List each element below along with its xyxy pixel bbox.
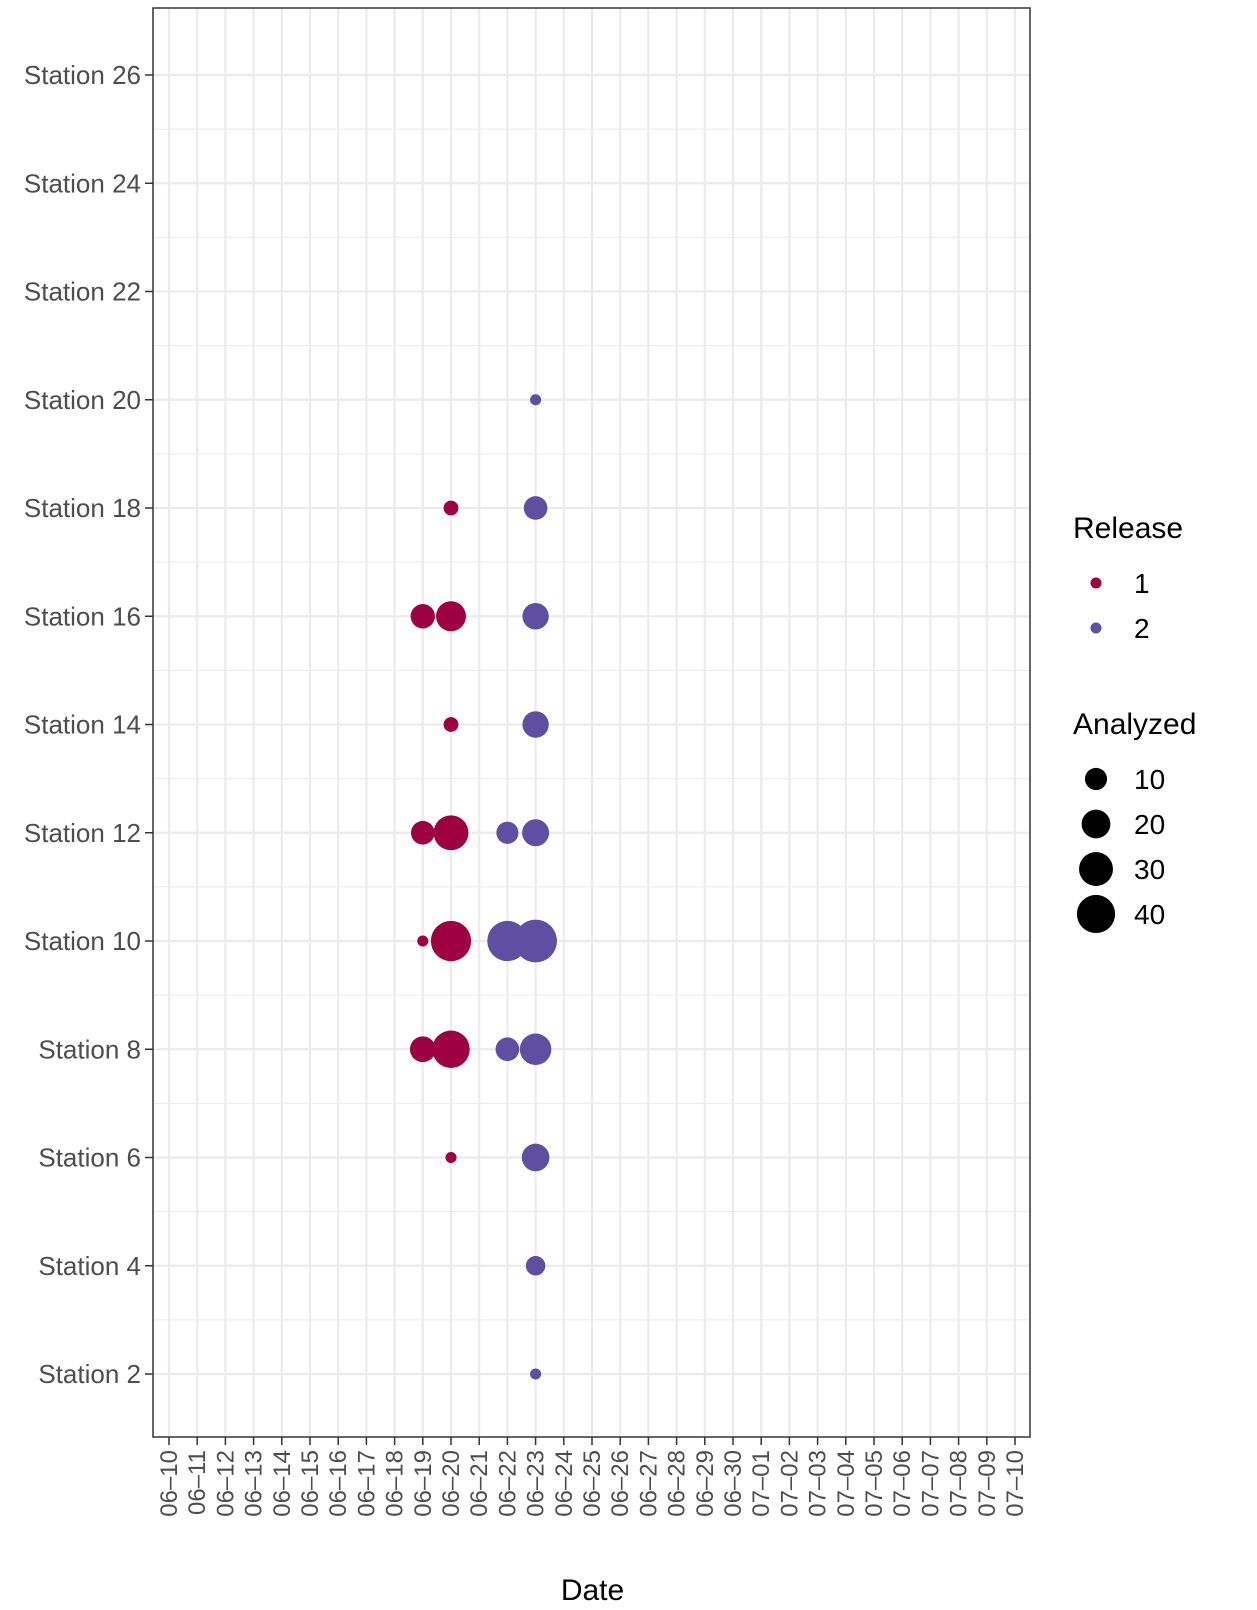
x-tick-label: 06–19 xyxy=(410,1450,437,1517)
data-point xyxy=(522,603,549,630)
x-tick-label: 06–17 xyxy=(353,1450,380,1517)
legend-title: Analyzed xyxy=(1073,708,1196,741)
x-tick-label: 06–14 xyxy=(269,1450,296,1517)
x-tick-label: 06–24 xyxy=(551,1450,578,1517)
y-tick-label: Station 2 xyxy=(38,1359,141,1389)
x-tick-label: 06–27 xyxy=(635,1450,662,1517)
x-tick-label: 06–11 xyxy=(184,1450,211,1515)
x-tick-label: 07–08 xyxy=(946,1450,973,1517)
data-point xyxy=(410,604,435,629)
data-point xyxy=(523,496,548,520)
data-point xyxy=(521,1143,550,1172)
data-point xyxy=(525,1256,546,1276)
data-point xyxy=(417,935,429,947)
y-tick-label: Station 14 xyxy=(24,710,141,740)
x-tick-label: 07–02 xyxy=(776,1450,803,1517)
x-tick-label: 06–23 xyxy=(523,1450,550,1517)
data-point xyxy=(436,601,466,632)
x-tick-label: 06–21 xyxy=(466,1450,493,1517)
x-tick-label: 06–26 xyxy=(607,1450,634,1517)
x-tick-label: 07–09 xyxy=(974,1450,1001,1517)
x-tick-label: 07–03 xyxy=(805,1450,832,1517)
data-point xyxy=(433,815,469,851)
y-axis: Station 2 Station 4 Station 6 Station 8 Stat… xyxy=(24,60,153,1389)
x-tick-label: 07–01 xyxy=(748,1450,775,1517)
x-tick-label: 07–05 xyxy=(861,1450,888,1517)
x-tick-label: 06–10 xyxy=(156,1450,183,1517)
x-tick-label: 07–04 xyxy=(833,1450,860,1517)
data-point xyxy=(530,1368,542,1380)
legend-key xyxy=(1090,577,1102,589)
data-point xyxy=(432,1030,470,1068)
x-tick-label: 06–30 xyxy=(720,1450,747,1517)
data-point xyxy=(522,711,549,738)
data-point xyxy=(522,819,550,847)
x-tick-label: 06–16 xyxy=(325,1450,352,1517)
x-tick-label: 06–15 xyxy=(297,1450,324,1517)
y-tick-label: Station 26 xyxy=(24,60,141,90)
legend-title: Release xyxy=(1073,512,1183,545)
x-tick-label: 06–25 xyxy=(579,1450,606,1517)
data-point xyxy=(409,1036,436,1063)
x-tick-label: 06–13 xyxy=(241,1450,268,1517)
x-tick-label: 07–06 xyxy=(889,1450,916,1517)
legend-label: 40 xyxy=(1134,899,1165,930)
data-point xyxy=(495,1037,520,1062)
data-point xyxy=(410,820,435,845)
data-point xyxy=(430,920,472,962)
legend-key xyxy=(1079,852,1113,886)
y-tick-label: Station 18 xyxy=(24,493,141,523)
legend-key xyxy=(1090,622,1102,634)
x-axis: 06–10 06–11 06–12 06–13 06–14 06–15 06–16 06–17… xyxy=(156,1437,1029,1517)
legend-analyzed: Analyzed 10 20 30 40 xyxy=(1073,708,1196,934)
x-tick-label: 06–29 xyxy=(692,1450,719,1517)
legend-label: 2 xyxy=(1134,613,1150,644)
data-point xyxy=(530,394,542,406)
y-tick-label: Station 16 xyxy=(24,601,141,631)
legend-label: 20 xyxy=(1134,809,1165,840)
x-tick-label: 06–20 xyxy=(438,1450,465,1517)
legend-key xyxy=(1076,894,1116,934)
y-tick-label: Station 20 xyxy=(24,385,141,415)
y-tick-label: Station 4 xyxy=(38,1251,141,1281)
y-tick-label: Station 10 xyxy=(24,926,141,956)
y-tick-label: Station 22 xyxy=(24,277,141,307)
y-tick-label: Station 8 xyxy=(38,1034,141,1064)
x-tick-label: 06–28 xyxy=(664,1450,691,1517)
legend-label: 10 xyxy=(1134,764,1165,795)
x-tick-label: 07–07 xyxy=(917,1450,944,1517)
gridlines xyxy=(153,8,1030,1437)
y-tick-label: Station 24 xyxy=(24,168,141,198)
legend-key xyxy=(1084,767,1108,791)
x-tick-label: 06–22 xyxy=(494,1450,521,1517)
legend-key xyxy=(1081,809,1111,839)
y-tick-label: Station 6 xyxy=(38,1143,141,1173)
data-point xyxy=(496,821,519,844)
x-tick-label: 07–10 xyxy=(1002,1450,1029,1517)
data-point xyxy=(443,500,459,516)
data-point xyxy=(443,717,459,732)
data-point xyxy=(514,919,557,963)
legend-label: 30 xyxy=(1134,854,1165,885)
x-axis-title: Date xyxy=(561,1574,624,1607)
data-points xyxy=(409,394,557,1380)
data-point xyxy=(445,1151,457,1164)
y-tick-label: Station 12 xyxy=(24,818,141,848)
data-point xyxy=(519,1033,552,1065)
legend-label: 1 xyxy=(1134,568,1150,599)
x-tick-label: 06–18 xyxy=(382,1450,409,1517)
x-tick-label: 06–12 xyxy=(212,1450,239,1517)
legend-release: Release 1 2 xyxy=(1073,512,1183,644)
